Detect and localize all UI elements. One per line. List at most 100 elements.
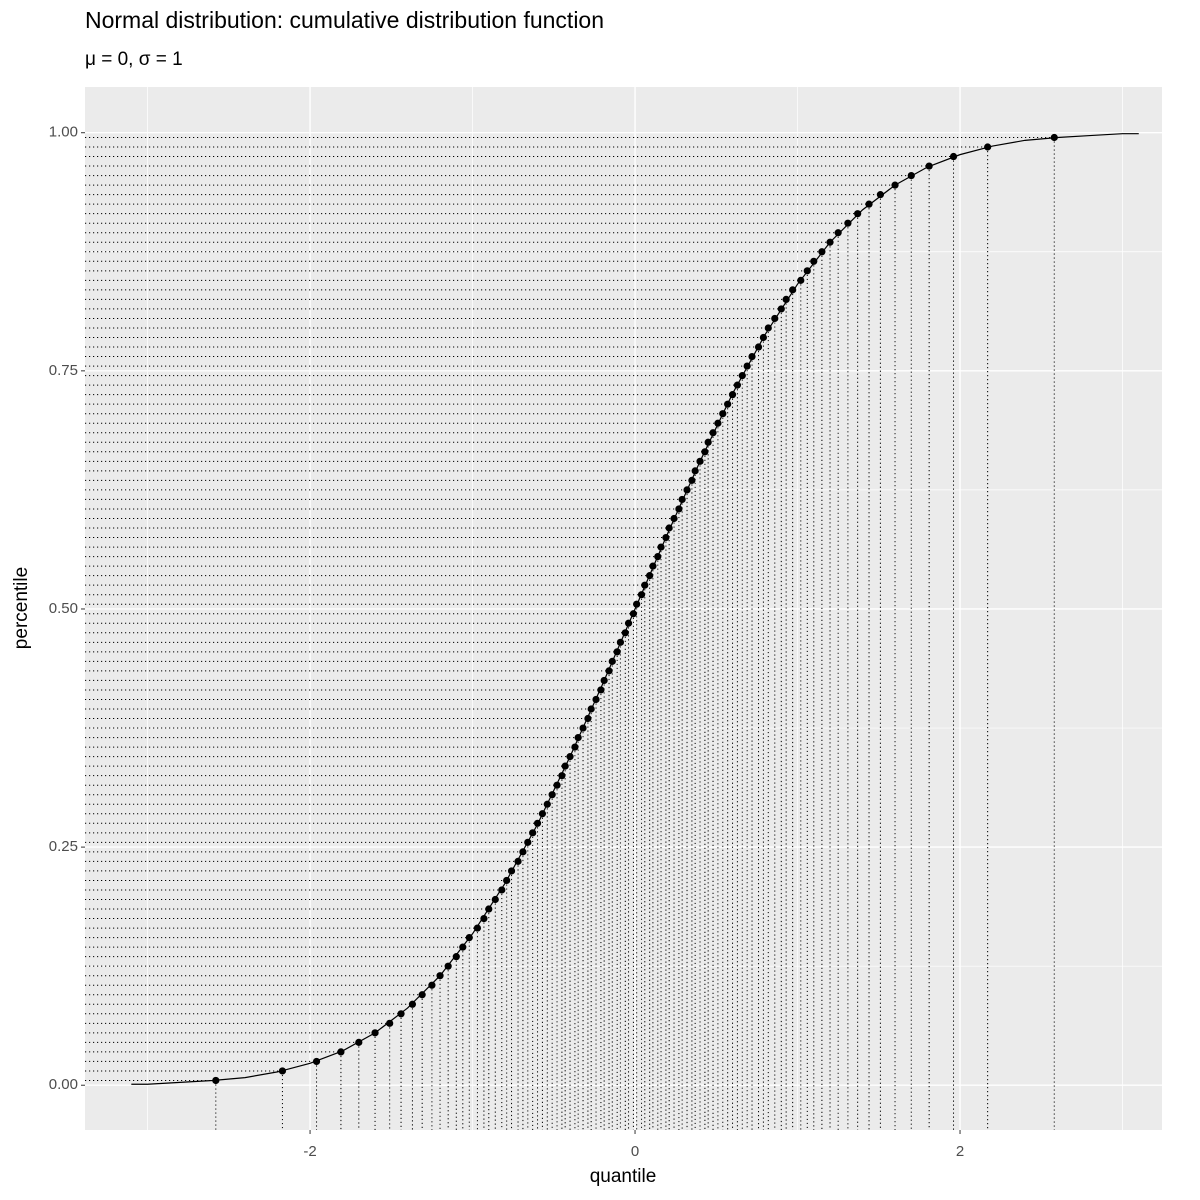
chart-title: Normal distribution: cumulative distribu… [85, 7, 604, 33]
point [803, 267, 811, 275]
point [571, 743, 579, 751]
point [844, 219, 852, 227]
point [514, 857, 522, 865]
x-axis-title: quantile [590, 1166, 657, 1187]
point [738, 372, 746, 380]
point [891, 181, 899, 189]
point [561, 762, 569, 770]
point [637, 591, 646, 599]
point [543, 800, 551, 808]
point [212, 1076, 220, 1085]
point [826, 238, 834, 246]
point [480, 914, 488, 923]
point [748, 352, 756, 361]
cdf-curve [131, 133, 1139, 1085]
point [337, 1048, 345, 1056]
point [704, 438, 712, 446]
point [278, 1067, 287, 1075]
point [498, 886, 506, 894]
point [834, 229, 842, 237]
y-tick-label: 0.25 [49, 838, 78, 855]
point [418, 991, 426, 999]
y-tick-label: 0.50 [49, 600, 78, 617]
point [436, 972, 444, 980]
point [371, 1029, 379, 1037]
point [688, 476, 696, 484]
point [925, 162, 933, 170]
point [592, 695, 600, 704]
point [728, 391, 737, 399]
point [408, 1000, 417, 1008]
point [782, 295, 790, 304]
point [386, 1019, 394, 1027]
x-tick-label: -2 [303, 1143, 316, 1160]
point [574, 733, 582, 742]
point [519, 848, 527, 856]
point [558, 772, 566, 780]
point [646, 572, 654, 580]
point [548, 791, 556, 799]
point [491, 895, 499, 904]
point [662, 533, 670, 542]
point [503, 876, 511, 885]
point [764, 324, 772, 332]
point [397, 1010, 405, 1018]
y-tick-label: 0.75 [49, 362, 78, 379]
point [597, 686, 605, 694]
point [485, 905, 493, 913]
point [810, 257, 818, 265]
point [538, 810, 547, 818]
point [876, 191, 885, 199]
point [633, 600, 641, 608]
point [777, 305, 785, 313]
point [428, 981, 436, 989]
point [584, 714, 592, 723]
point [733, 381, 742, 389]
point [587, 705, 595, 713]
point [629, 610, 638, 618]
point [507, 867, 516, 875]
point [949, 152, 958, 161]
point [854, 210, 862, 218]
point [657, 543, 665, 551]
point [459, 943, 467, 951]
point [621, 629, 629, 637]
point [754, 343, 763, 351]
point [678, 495, 686, 504]
point [600, 676, 608, 685]
point [529, 829, 537, 837]
point [649, 562, 657, 570]
point [465, 933, 473, 942]
point [624, 619, 633, 627]
chart-subtitle: μ = 0, σ = 1 [85, 49, 183, 70]
point [743, 362, 751, 370]
point [566, 753, 574, 761]
point [605, 667, 613, 675]
point [533, 819, 542, 827]
point [1050, 133, 1058, 142]
point [473, 924, 482, 932]
point [709, 429, 717, 437]
point [312, 1057, 321, 1066]
point [355, 1038, 363, 1046]
point [524, 838, 532, 846]
point [701, 448, 709, 456]
point [683, 486, 691, 494]
point [452, 953, 460, 961]
x-tick-label: 0 [631, 1143, 639, 1160]
point [797, 276, 805, 284]
point [724, 400, 732, 408]
point [444, 962, 452, 970]
y-tick-label: 1.00 [49, 124, 78, 141]
point [759, 333, 768, 342]
point [670, 514, 678, 523]
point [907, 171, 915, 180]
point [553, 781, 561, 789]
point [789, 286, 797, 294]
y-tick-label: 0.00 [49, 1076, 78, 1093]
point [691, 467, 699, 475]
point [665, 524, 673, 532]
point [984, 143, 992, 151]
